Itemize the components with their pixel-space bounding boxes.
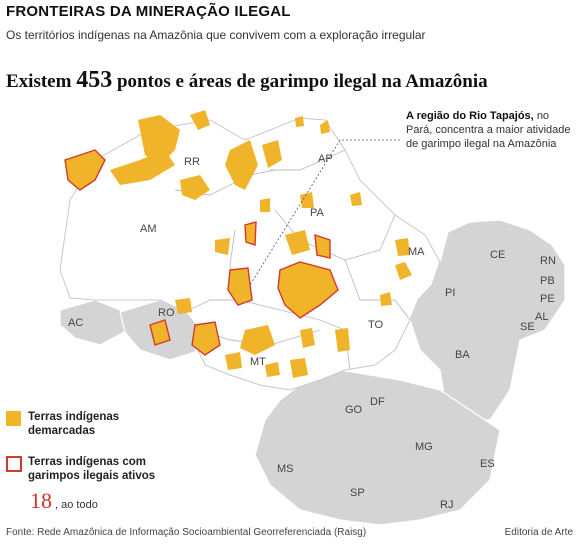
territory (138, 115, 180, 165)
territory (395, 238, 410, 256)
territory (228, 268, 252, 305)
territory (225, 140, 258, 190)
state-label-pb: PB (540, 275, 555, 287)
state-label-pi: PI (445, 287, 455, 299)
southeast-south-region (254, 369, 501, 525)
territory (260, 198, 270, 212)
territory (150, 320, 170, 345)
state-label-rr: RR (184, 156, 200, 168)
active-total-text: , ao todo (55, 499, 98, 511)
state-label-pa: PA (310, 207, 325, 219)
state-label-rj: RJ (440, 499, 453, 511)
territory (300, 192, 314, 208)
state-label-ce: CE (490, 249, 505, 261)
state-label-go: GO (345, 404, 363, 416)
state-label-rn: RN (540, 255, 556, 267)
state-label-df: DF (370, 396, 385, 408)
state-label-ms: MS (277, 463, 294, 475)
callout-leader-line (249, 139, 400, 286)
headline-number: 453 (76, 67, 113, 93)
headline: Existem 453 pontos e áreas de garimpo il… (6, 67, 488, 94)
legend-swatch-ativos (6, 456, 22, 472)
territory (278, 262, 338, 318)
active-mining-territories (64, 149, 339, 356)
territory (290, 358, 308, 378)
legend-swatch-demarcadas (6, 411, 21, 426)
callout-bold: A região do Rio Tapajós, (406, 110, 534, 122)
state-label-mg: MG (415, 441, 433, 453)
page-subtitle: Os territórios indígenas na Amazônia que… (6, 28, 426, 42)
legend-demarcadas: Terras indígenas demarcadas (28, 411, 120, 437)
state-label-pe: PE (540, 293, 555, 305)
brazil-map: RR AP AM PA MA CE RN PB PE AL SE PI AC R… (59, 110, 566, 525)
territory (295, 116, 304, 127)
state-label-ap: AP (318, 153, 333, 165)
state-label-es: ES (480, 458, 495, 470)
territory (380, 292, 392, 306)
territory (262, 140, 282, 168)
territory (285, 230, 310, 255)
legal-amazon-outline (59, 117, 441, 391)
state-labels: RR AP AM PA MA CE RN PB PE AL SE PI AC R… (68, 153, 556, 511)
headline-post: pontos e áreas de garimpo ilegal na Amaz… (116, 71, 488, 92)
active-territory (277, 261, 339, 319)
state-label-am: AM (140, 223, 157, 235)
acre-region (59, 299, 129, 346)
active-territory (149, 319, 171, 346)
state-label-al: AL (535, 311, 548, 323)
tapajos-callout: A região do Rio Tapajós, no Pará, concen… (406, 109, 576, 151)
headline-pre: Existem (6, 71, 72, 92)
state-label-ro: RO (158, 307, 175, 319)
territory (265, 362, 280, 377)
territory (190, 110, 210, 130)
active-territory (191, 321, 221, 356)
active-territory (314, 233, 331, 259)
state-label-se: SE (520, 321, 535, 333)
state-label-to: TO (368, 319, 384, 331)
credit-note: Editoria de Arte (504, 527, 573, 538)
territory (300, 328, 315, 348)
state-label-ba: BA (455, 349, 470, 361)
active-territory (64, 149, 106, 191)
active-total-number: 18 (30, 488, 52, 513)
territory (320, 120, 330, 134)
amazon-states (59, 117, 441, 391)
territory (240, 325, 275, 355)
territory (245, 222, 256, 245)
non-amazon-states (59, 219, 566, 525)
territory (192, 322, 220, 355)
territory (175, 298, 192, 314)
territory (110, 150, 175, 185)
state-label-ma: MA (408, 246, 425, 258)
page-title: FRONTEIRAS DA MINERAÇÃO ILEGAL (6, 3, 291, 20)
callout-text: no Pará, concentra a maior atividade de … (406, 110, 571, 150)
state-label-ac: AC (68, 317, 83, 329)
active-territory (227, 267, 253, 306)
territory (180, 175, 210, 200)
territory (395, 262, 412, 280)
state-label-sp: SP (350, 487, 365, 499)
state-label-mt: MT (250, 356, 266, 368)
active-territory (244, 221, 257, 246)
legend-ativos: Terras indígenas com garimpos ilegais at… (28, 456, 156, 482)
territory (350, 192, 362, 206)
territory (225, 352, 242, 370)
territory (335, 328, 350, 352)
source-note: Fonte: Rede Amazônica de Informação Soci… (6, 527, 367, 538)
territory (315, 235, 330, 258)
territory (215, 238, 230, 255)
